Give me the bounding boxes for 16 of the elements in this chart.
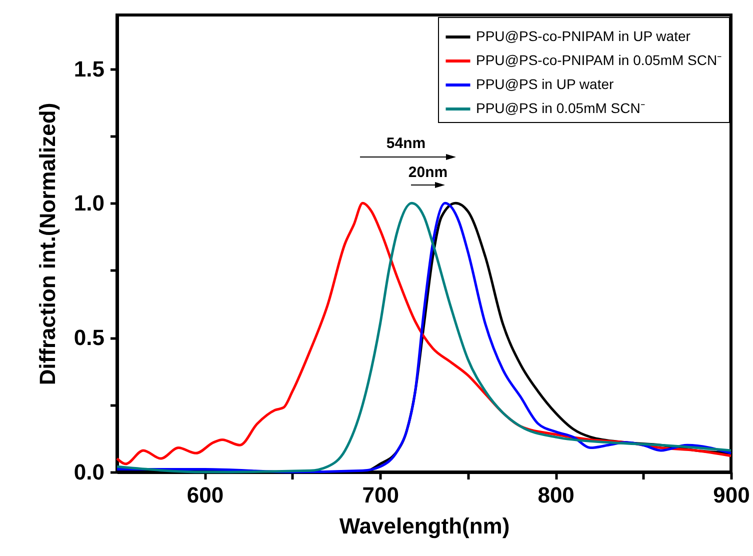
annotation: 20nm (408, 164, 448, 181)
legend-label: PPU@PS in 0.05mM SCN⁻ (476, 100, 646, 116)
x-tick-label: 800 (538, 482, 574, 508)
x-tick-label: 900 (713, 482, 750, 508)
y-tick-label: 0.0 (74, 460, 104, 484)
legend-label: PPU@PS-co-PNIPAM in 0.05mM SCN⁻ (476, 52, 722, 68)
x-axis-title: Wavelength(nm) (339, 514, 510, 538)
y-axis-title: Diffraction int.(Normalized) (34, 102, 60, 386)
y-tick-label: 1.0 (74, 190, 104, 216)
x-tick-label: 600 (186, 482, 224, 508)
y-tick-label: 0.5 (74, 325, 104, 350)
x-tick-label: 700 (362, 482, 399, 508)
legend-label: PPU@PS in UP water (476, 76, 614, 92)
annotation: 54nm (386, 135, 426, 152)
legend-label: PPU@PS-co-PNIPAM in UP water (476, 28, 691, 44)
y-tick-label: 1.5 (74, 56, 104, 82)
